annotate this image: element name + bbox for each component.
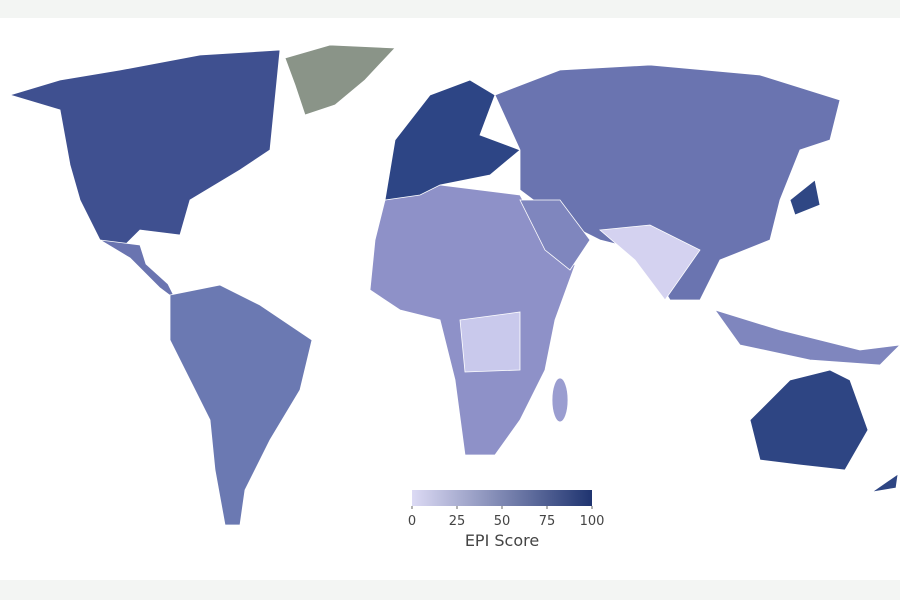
tick-label: 0 [408,514,416,529]
central-africa [459,311,521,373]
arabia [519,199,591,271]
new-zealand [871,473,899,493]
tick-label: 50 [494,514,511,529]
tick-label: 100 [580,514,605,529]
greenland [284,44,396,116]
legend-title: EPI Score [465,531,539,550]
south-america [169,284,313,526]
north-america [8,49,281,251]
madagascar [551,377,569,423]
color-scale [412,490,592,506]
japan [789,179,821,216]
countries [8,44,900,526]
central-america [99,239,177,301]
india [599,224,701,301]
europe [384,79,521,201]
legend: EPI Score 0 25 50 75 100 [408,490,605,550]
indonesia [713,309,900,366]
australia [749,369,869,471]
tick-label: 75 [539,514,556,529]
tick-label: 25 [449,514,466,529]
